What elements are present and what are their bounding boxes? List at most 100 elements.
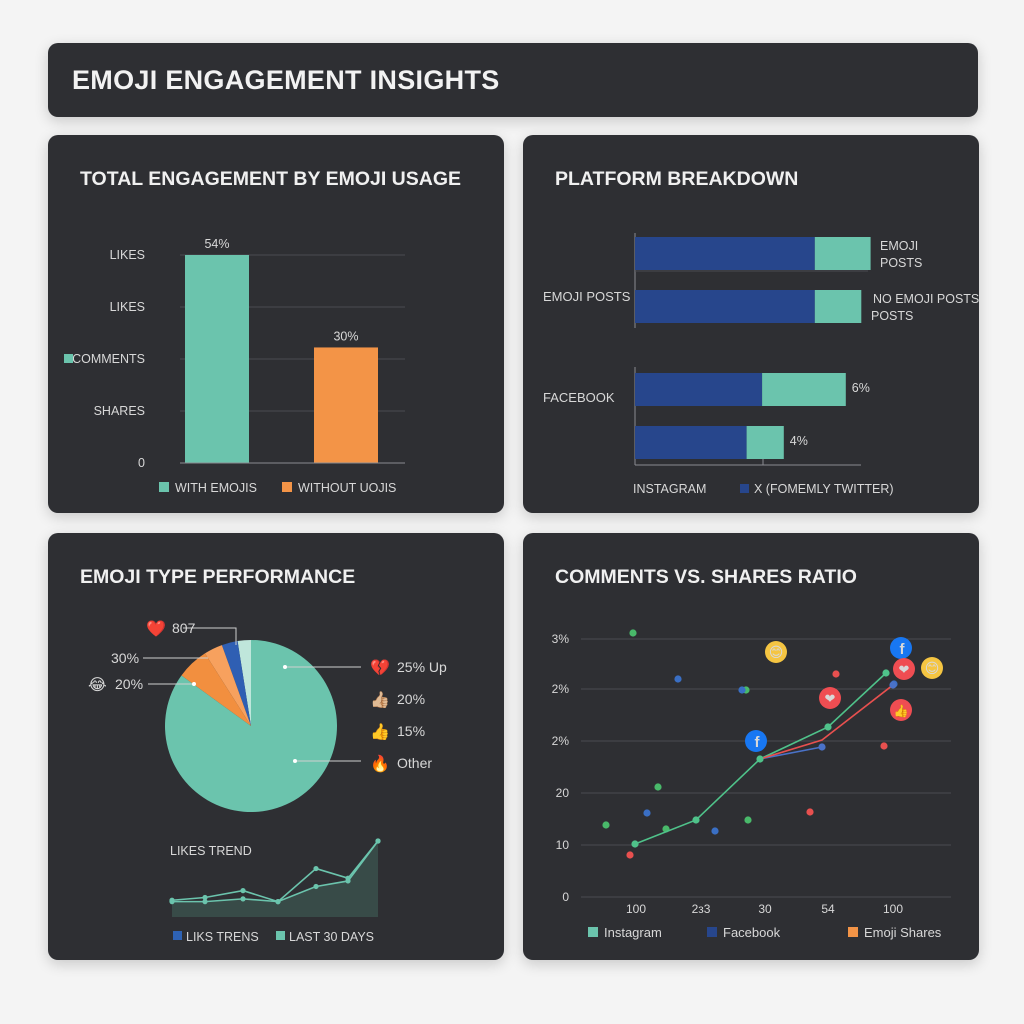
y-tick-label: 20 <box>556 786 570 800</box>
x-tick-label: 100 <box>883 902 903 916</box>
y-tick-label: 2% <box>552 734 570 748</box>
heart-icon <box>819 687 841 709</box>
trend-point <box>202 899 208 905</box>
legend-swatch <box>173 931 182 940</box>
legend-swatch <box>588 927 598 937</box>
trend-point <box>240 888 246 894</box>
bar-segment-primary <box>635 237 815 270</box>
trend-point <box>240 896 246 902</box>
scatter-point-red <box>806 808 814 816</box>
line-emoji-shares <box>759 684 894 760</box>
instagram-point <box>824 723 832 731</box>
trend-point <box>375 838 381 844</box>
smile-icon <box>765 641 787 663</box>
platform-panel: PLATFORM BREAKDOWN EMOJI POSTS EMOJI POSTS… <box>523 135 979 513</box>
legend-label: Facebook <box>723 925 781 940</box>
heart-icon-glyph: ❤ <box>899 662 910 677</box>
pie-label: 20% <box>115 676 143 692</box>
bar-segment-secondary <box>746 426 784 459</box>
pie-slice <box>221 641 251 726</box>
smile-icon-face: 😊 <box>925 660 940 676</box>
legend-label: Emoji Shares <box>864 925 942 940</box>
instagram-point <box>756 755 764 763</box>
bar-end-label: 6% <box>852 381 870 395</box>
bar-end-label: POSTS <box>880 256 922 270</box>
pie-slice <box>204 645 251 726</box>
y-tick-label: LIKES <box>110 248 145 262</box>
pie-label: Other <box>397 755 432 771</box>
scatter-point-blue <box>643 809 651 817</box>
y-tick-label: 10 <box>556 838 570 852</box>
platform-chart: EMOJI POSTS EMOJI POSTS NO EMOJI POSTS POSTS… <box>543 233 979 496</box>
legend-label: LAST 30 DAYS <box>289 930 374 944</box>
fire-emoji: 🔥 <box>370 754 390 773</box>
y-tick-label: 0 <box>562 890 569 904</box>
trend-point <box>313 883 319 890</box>
instagram-point <box>631 840 639 848</box>
heart-emoji: ❤️ <box>146 620 166 638</box>
facebook-point <box>889 681 897 689</box>
legend-swatch <box>276 931 285 940</box>
y-tick-label: 0 <box>138 456 145 470</box>
trend-point <box>313 865 319 872</box>
facebook-icon <box>745 730 767 752</box>
leader-line <box>183 627 237 645</box>
page-title: EMOJI ENGAGEMENT INSIGHTS <box>72 65 500 95</box>
engagement-title: TOTAL ENGAGEMENT BY EMOJI USAGE <box>80 168 462 190</box>
y-tick-label: 2% <box>552 682 570 696</box>
scatter-point-blue <box>674 675 682 683</box>
emoji-type-panel: EMOJI TYPE PERFORMANCE ❤️ 807 30% 😂 20% 💔 25% … <box>48 533 504 960</box>
engagement-panel: TOTAL ENGAGEMENT BY EMOJI USAGE LIKES LIK… <box>48 135 504 513</box>
header-bar: EMOJI ENGAGEMENT INSIGHTS <box>48 43 978 117</box>
engagement-chart: LIKES LIKES COMMENTS SHARES 0 54% 30% WITH EMOJ… <box>64 237 405 495</box>
bar-segment-secondary <box>814 237 871 270</box>
scatter-point-green <box>744 816 752 824</box>
pie-label: 20% <box>397 691 425 707</box>
legend-swatch <box>740 484 749 493</box>
emoji-type-title: EMOJI TYPE PERFORMANCE <box>80 566 356 588</box>
platform-title: PLATFORM BREAKDOWN <box>555 168 799 190</box>
facebook-icon-glyph: f <box>755 734 761 751</box>
bar-with-emojis <box>185 255 249 463</box>
bar-segment-secondary <box>762 373 846 406</box>
bar-segment-primary <box>635 373 763 406</box>
legend-swatch <box>159 482 169 492</box>
scatter-point-green <box>602 821 610 829</box>
bar-segment-primary <box>635 426 747 459</box>
pie-slice <box>181 653 251 726</box>
scatter-point-red <box>880 742 888 750</box>
scatter-point-red <box>626 851 634 859</box>
pie-slice <box>237 640 251 726</box>
heart-icon <box>893 658 915 680</box>
facebook-icon <box>890 637 912 659</box>
broken-heart-emoji: 💔 <box>370 659 390 677</box>
legend-label: LIKS TRENS <box>186 930 259 944</box>
y-tick-label: SHARES <box>94 404 145 418</box>
pie-label: 25% Up <box>397 659 447 675</box>
y-tick-label: LIKES <box>110 300 145 314</box>
scatter-point-red <box>832 670 840 678</box>
thumbs-up-emoji: 👍🏼 <box>370 690 390 709</box>
bar-end-label: EMOJI <box>880 239 918 253</box>
legend-swatch <box>848 927 858 937</box>
bar-without-uojis <box>314 347 378 463</box>
x-tick-label: 54 <box>821 902 835 916</box>
bar-end-label: 4% <box>790 434 808 448</box>
bar-value-label: 54% <box>204 237 229 251</box>
pie-label: 807 <box>172 620 196 636</box>
heart-icon-glyph: ❤ <box>825 691 836 706</box>
instagram-point <box>882 669 890 677</box>
legend-swatch <box>707 927 717 937</box>
scatter-point-green <box>654 783 662 791</box>
pie-label: 30% <box>111 650 139 666</box>
y-tick-label: COMMENTS <box>72 352 145 366</box>
group-label: EMOJI POSTS <box>543 289 631 304</box>
trend-point <box>169 899 175 905</box>
ratio-title: COMMENTS VS. SHARES RATIO <box>555 566 857 588</box>
comments-legend-swatch <box>64 354 73 363</box>
bar-segment-secondary <box>814 290 862 323</box>
bar-end-label: POSTS <box>871 309 913 323</box>
x-tick-label: 2з3 <box>692 902 711 916</box>
smile-icon-face: 😊 <box>769 644 784 660</box>
